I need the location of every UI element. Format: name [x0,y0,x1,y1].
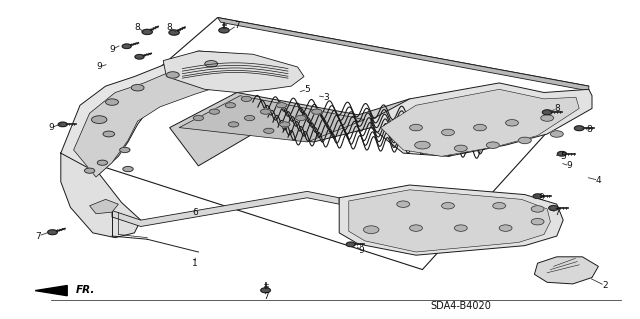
Text: 7: 7 [234,21,239,30]
Polygon shape [74,64,243,177]
Text: 9: 9 [109,45,115,54]
Text: SDA4-B4020: SDA4-B4020 [430,300,492,311]
Polygon shape [339,185,563,255]
Text: 7: 7 [263,292,268,301]
Circle shape [296,115,306,121]
Text: FR.: FR. [76,285,95,295]
Circle shape [120,147,130,152]
Circle shape [533,194,542,198]
Circle shape [364,226,379,234]
Text: 2: 2 [602,281,607,290]
Polygon shape [90,199,118,214]
Text: 7: 7 [554,208,559,217]
Polygon shape [35,286,67,296]
Text: 8: 8 [554,104,559,113]
Circle shape [131,85,144,91]
Polygon shape [61,153,141,238]
Text: 1: 1 [193,259,198,268]
Circle shape [312,109,322,114]
Text: 7: 7 [36,232,41,241]
Polygon shape [163,51,304,93]
Circle shape [397,201,410,207]
Circle shape [241,96,252,101]
Text: 3: 3 [324,93,329,102]
Circle shape [205,61,218,67]
Circle shape [541,115,554,121]
Circle shape [261,288,270,293]
Circle shape [48,230,58,235]
Polygon shape [381,89,579,156]
Circle shape [506,120,518,126]
Polygon shape [61,51,256,187]
Polygon shape [534,257,598,284]
Circle shape [531,206,544,212]
Text: 8: 8 [135,23,140,32]
Circle shape [264,128,274,133]
Circle shape [122,44,131,48]
Text: 5: 5 [561,152,566,161]
Circle shape [84,168,95,173]
Circle shape [454,225,467,231]
Circle shape [499,225,512,231]
Circle shape [142,29,152,34]
Text: 8: 8 [586,125,591,134]
Circle shape [169,30,179,35]
Circle shape [557,152,566,156]
Text: 4: 4 [596,176,601,185]
Circle shape [410,225,422,231]
Circle shape [209,109,220,114]
Circle shape [474,124,486,131]
Circle shape [486,142,499,148]
Circle shape [493,203,506,209]
Circle shape [166,72,179,78]
Text: 9: 9 [49,123,54,132]
Polygon shape [179,96,365,142]
Circle shape [531,219,544,225]
Circle shape [58,122,67,127]
Text: 9: 9 [567,161,572,170]
Circle shape [442,129,454,136]
Polygon shape [349,190,550,252]
Circle shape [193,115,204,121]
Circle shape [543,110,552,115]
Circle shape [228,122,239,127]
Circle shape [123,167,133,172]
Circle shape [550,131,563,137]
Circle shape [549,206,559,211]
Circle shape [346,242,355,247]
Polygon shape [170,93,422,166]
Polygon shape [218,18,589,91]
Text: 5: 5 [305,85,310,94]
Circle shape [454,145,467,152]
Circle shape [135,55,144,59]
Text: 6: 6 [193,208,198,217]
Circle shape [219,28,229,33]
Circle shape [97,160,108,165]
Circle shape [225,103,236,108]
Text: 8: 8 [167,23,172,32]
Polygon shape [112,191,339,226]
Circle shape [415,141,430,149]
Circle shape [280,122,290,127]
Circle shape [276,103,287,108]
Text: 9: 9 [359,246,364,255]
Circle shape [442,203,454,209]
Circle shape [92,116,107,123]
Text: 9: 9 [97,63,102,71]
Circle shape [518,137,531,144]
Circle shape [106,99,118,105]
Circle shape [260,109,271,114]
Circle shape [244,115,255,121]
Circle shape [575,126,584,131]
Polygon shape [371,83,592,156]
Circle shape [410,124,422,131]
Circle shape [103,131,115,137]
Text: 9: 9 [538,193,543,202]
